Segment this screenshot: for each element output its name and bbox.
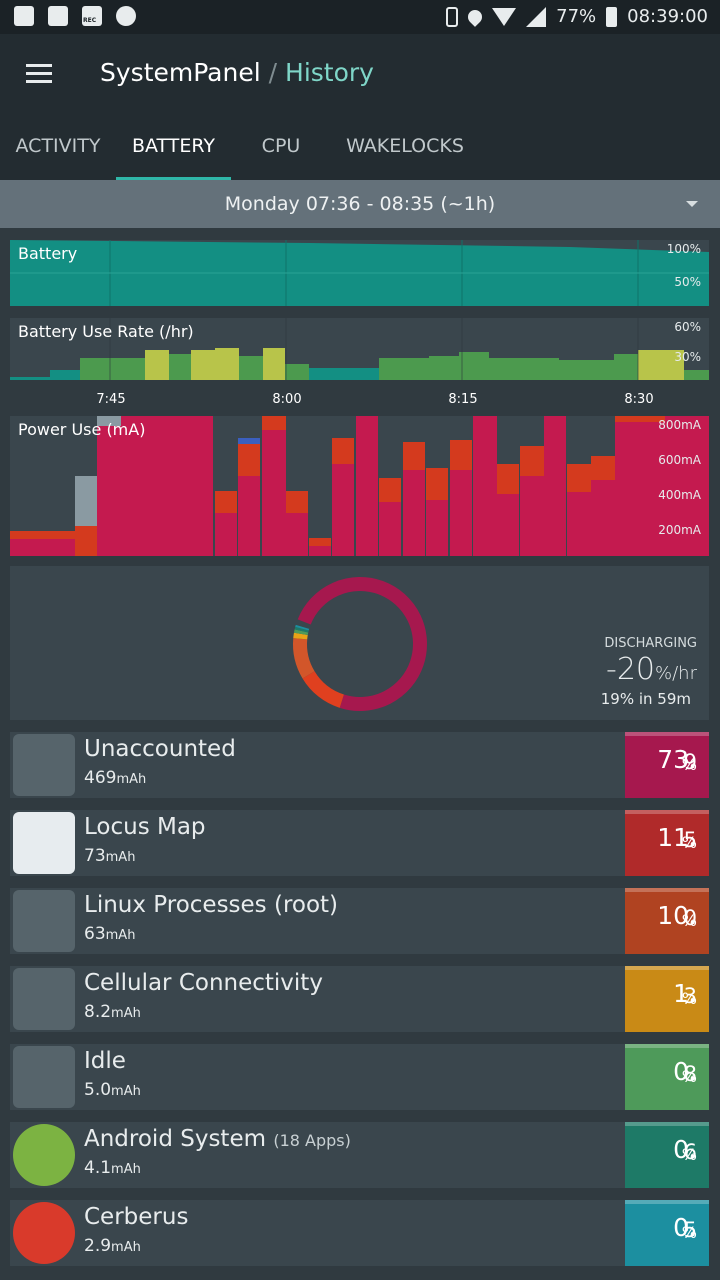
- rate-value: -20: [606, 652, 656, 687]
- chart-icon: [48, 6, 68, 26]
- app-usage-row[interactable]: Idle 5.0mAh 0. 8%: [10, 1044, 709, 1110]
- app-name: Locus Map: [84, 814, 206, 840]
- time-range-label: Monday 07:36 - 08:35 (~1h): [224, 193, 496, 215]
- battery-question-icon: [13, 734, 75, 796]
- time-tick: 8:00: [272, 392, 302, 407]
- dropdown-arrow-icon: [686, 201, 698, 207]
- y-label-60: 60%: [674, 320, 701, 334]
- app-usage-percent: 0. 5%: [625, 1200, 709, 1266]
- app-name: Cellular Connectivity: [84, 970, 323, 996]
- y-label-600: 600mA: [658, 453, 701, 467]
- discharge-state: DISCHARGING: [604, 636, 697, 651]
- battery-percent: 77%: [556, 6, 597, 27]
- donut-slice: [297, 577, 427, 711]
- app-usage-percent: 11. 5%: [625, 810, 709, 876]
- app-usage-percent: 73. 9%: [625, 732, 709, 798]
- time-tick: 8:30: [624, 392, 654, 407]
- app-name: Android System (18 Apps): [84, 1126, 351, 1152]
- cellular-icon: [526, 6, 547, 27]
- app-usage-amount: 73mAh: [84, 846, 136, 866]
- app-name: Unaccounted: [84, 736, 236, 762]
- app-usage-amount: 63mAh: [84, 924, 136, 944]
- app-bar: SystemPanel / History ACTIVITY BATTERY C…: [0, 34, 720, 180]
- tab-cpu[interactable]: CPU: [261, 135, 301, 157]
- y-label-400: 400mA: [658, 488, 701, 502]
- tab-battery[interactable]: BATTERY: [116, 122, 231, 180]
- time-tick: 8:15: [448, 392, 478, 407]
- sync-icon: [13, 1046, 75, 1108]
- donut-slice: [294, 626, 309, 633]
- use-rate-graph: [10, 318, 709, 380]
- app-name: Linux Processes (root): [84, 892, 339, 918]
- app-notification-icon: [116, 6, 136, 26]
- use-rate-chart-label: Battery Use Rate (/hr): [18, 322, 194, 341]
- battery-chart-label: Battery: [18, 244, 78, 263]
- y-label-100: 100%: [666, 242, 701, 256]
- recorder-icon: [82, 6, 102, 26]
- app-usage-percent: 0. 6%: [625, 1122, 709, 1188]
- y-label-30: 30%: [674, 350, 701, 364]
- signal-icon: [13, 968, 75, 1030]
- app-usage-amount: 4.1mAh: [84, 1158, 141, 1178]
- clock: 08:39:00: [627, 6, 708, 27]
- app-usage-row[interactable]: Unaccounted 469mAh 73. 9%: [10, 732, 709, 798]
- app-usage-row[interactable]: Android System (18 Apps) 4.1mAh 0. 6%: [10, 1122, 709, 1188]
- tab-bar: ACTIVITY BATTERY CPU WAKELOCKS: [0, 122, 720, 180]
- donut-slice: [295, 624, 310, 631]
- rate-unit: %/hr: [655, 663, 697, 684]
- status-bar: 77% 08:39:00: [0, 0, 720, 34]
- donut-slice: [302, 670, 345, 708]
- app-usage-row[interactable]: Cellular Connectivity 8.2mAh 1. 3%: [10, 966, 709, 1032]
- donut-slice: [293, 632, 308, 640]
- y-label-800: 800mA: [658, 418, 701, 432]
- app-usage-amount: 5.0mAh: [84, 1080, 141, 1100]
- gallery-icon: [14, 6, 34, 26]
- app-name: Idle: [84, 1048, 126, 1074]
- page-title: SystemPanel / History: [100, 58, 374, 87]
- y-label-200: 200mA: [658, 523, 701, 537]
- power-use-graph: [10, 416, 709, 556]
- app-usage-row[interactable]: Cerberus 2.9mAh 0. 5%: [10, 1200, 709, 1266]
- time-range-dropdown[interactable]: Monday 07:36 - 08:35 (~1h): [0, 180, 720, 228]
- app-usage-row[interactable]: Locus Map 73mAh 11. 5%: [10, 810, 709, 876]
- tab-activity[interactable]: ACTIVITY: [15, 135, 101, 157]
- time-axis: 7:45 8:00 8:15 8:30: [0, 388, 720, 412]
- map-icon: [13, 812, 75, 874]
- usage-donut-chart: [293, 577, 427, 711]
- gear-icon: [13, 1124, 75, 1186]
- time-tick: 7:45: [96, 392, 126, 407]
- app-usage-amount: 469mAh: [84, 768, 147, 788]
- menu-icon[interactable]: [26, 64, 52, 84]
- power-chart-label: Power Use (mA): [18, 420, 146, 439]
- cerberus-icon: [13, 1202, 75, 1264]
- donut-slice: [293, 629, 309, 636]
- system-status: 77% 08:39:00: [446, 6, 708, 27]
- phone-icon: [446, 6, 459, 27]
- app-usage-percent: 10. 0%: [625, 888, 709, 954]
- location-icon: [465, 6, 486, 27]
- discharge-summary-card: DISCHARGING -20%/hr 19% in 59m: [10, 566, 709, 720]
- tab-wakelocks[interactable]: WAKELOCKS: [346, 135, 464, 157]
- app-usage-percent: 0. 8%: [625, 1044, 709, 1110]
- power-use-chart[interactable]: Power Use (mA) 800mA 600mA 400mA 200mA: [10, 416, 709, 556]
- notification-icons: [14, 6, 136, 26]
- app-name: Cerberus: [84, 1204, 189, 1230]
- donut-slice: [293, 638, 315, 679]
- section-name: History: [285, 58, 374, 87]
- y-label-50: 50%: [674, 275, 701, 289]
- battery-level-chart[interactable]: Battery 100% 50%: [10, 240, 709, 306]
- title-separator: /: [268, 58, 278, 87]
- wifi-icon: [492, 7, 517, 26]
- battery-icon: [606, 6, 618, 27]
- app-usage-amount: 2.9mAh: [84, 1236, 141, 1256]
- battery-use-rate-chart[interactable]: Battery Use Rate (/hr) 60% 30%: [10, 318, 709, 380]
- app-usage-percent: 1. 3%: [625, 966, 709, 1032]
- app-usage-amount: 8.2mAh: [84, 1002, 141, 1022]
- battery-level-graph: [10, 240, 709, 306]
- discharge-projection: 19% in 59m: [600, 690, 691, 708]
- discharge-rate: -20%/hr: [606, 652, 697, 687]
- app-name: SystemPanel: [100, 58, 261, 87]
- terminal-icon: [13, 890, 75, 952]
- app-usage-row[interactable]: Linux Processes (root) 63mAh 10. 0%: [10, 888, 709, 954]
